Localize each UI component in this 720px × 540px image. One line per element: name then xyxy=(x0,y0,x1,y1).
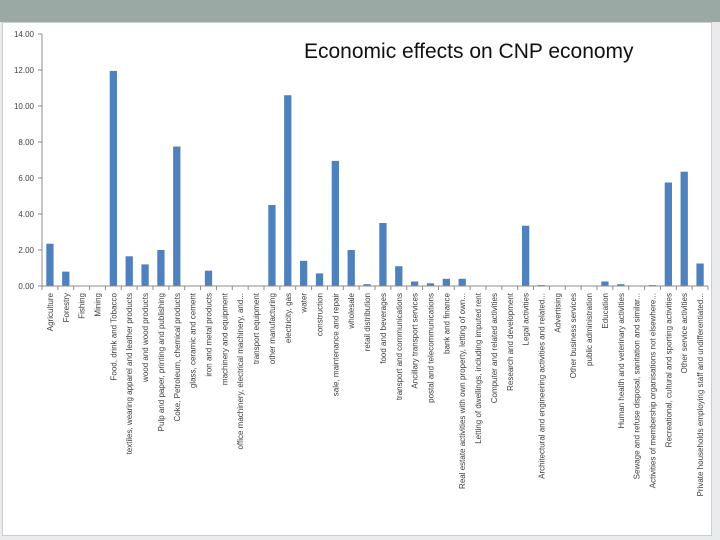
x-tick-label: transport and communications xyxy=(395,293,404,400)
x-tick-label: Recreational, cultural and sporting acti… xyxy=(664,293,673,447)
x-tick-label: machinery and equipment xyxy=(220,292,229,385)
x-tick-label: postal and telecommunications xyxy=(427,293,436,403)
y-tick-label: 12.00 xyxy=(14,66,35,75)
x-tick-label: Human health and veterinary activities xyxy=(617,293,626,429)
x-axis: Agriculture Forestry Fishing Mining Food, dr… xyxy=(41,285,709,496)
x-tick-label: glass, ceramic and cement xyxy=(189,292,198,388)
bar xyxy=(268,205,276,286)
bar xyxy=(696,263,704,286)
x-tick-label: Sewage and refuse disposal, sanitation a… xyxy=(633,293,642,479)
x-tick-label: construction xyxy=(316,293,325,336)
x-tick-label: food and beverages xyxy=(379,293,388,364)
x-tick-label: textiles, wearing apparel and leather pr… xyxy=(125,293,134,454)
x-tick-label: Education xyxy=(601,293,610,329)
x-tick-label: Mining xyxy=(94,293,103,317)
x-tick-label: water xyxy=(300,293,309,314)
y-tick-label: 4.00 xyxy=(18,210,34,219)
x-tick-label: Coke, Petroleum, chemical products xyxy=(173,293,182,422)
x-tick-label: Research and development xyxy=(506,292,515,391)
bar xyxy=(680,171,688,286)
chart-title: Economic effects on CNP economy xyxy=(304,40,634,63)
x-tick-label: Advertising xyxy=(553,293,562,333)
bar xyxy=(347,250,355,286)
y-tick-label: 10.00 xyxy=(14,102,35,111)
bar-series xyxy=(46,70,704,287)
y-tick-label: 14.00 xyxy=(14,30,35,39)
y-tick-label: 0.00 xyxy=(18,282,34,291)
bar xyxy=(173,146,181,286)
x-tick-label: Computer and related activities xyxy=(490,293,499,403)
bar xyxy=(458,278,466,286)
bar xyxy=(284,95,292,286)
x-tick-label: retail distribution xyxy=(363,293,372,351)
bar xyxy=(664,182,673,286)
bar xyxy=(601,281,609,286)
x-tick-label: Architectural and engineering activities… xyxy=(538,293,547,479)
bar xyxy=(395,266,403,286)
bar xyxy=(204,270,213,286)
bar xyxy=(426,283,435,286)
x-tick-label: Activities of membership organisations n… xyxy=(649,293,658,488)
y-tick-label: 8.00 xyxy=(18,138,34,147)
x-tick-label: transport equipment xyxy=(252,292,261,364)
bar xyxy=(46,243,54,286)
x-tick-label: public administration xyxy=(585,293,594,366)
bar xyxy=(62,271,70,286)
x-tick-label: Other service activities xyxy=(680,293,689,373)
x-tick-label: Letting of dwellings, including imputed … xyxy=(474,292,483,444)
y-tick-label: 6.00 xyxy=(18,174,34,183)
x-tick-label: Other business services xyxy=(569,293,578,378)
y-tick-label: 2.00 xyxy=(18,246,34,255)
chart-panel xyxy=(2,22,712,536)
bar xyxy=(125,256,133,286)
x-tick-label: Real estate activities with own property… xyxy=(458,293,467,489)
bar xyxy=(299,260,308,286)
x-tick-label: Pulp and paper, printing and publishing xyxy=(157,293,166,431)
bar xyxy=(410,281,419,286)
x-tick-label: Legal activities xyxy=(522,293,531,345)
x-tick-label: Food, drink and Tobacco xyxy=(109,292,118,380)
x-tick-label: bank and finance xyxy=(442,292,451,353)
bar xyxy=(109,70,118,287)
x-tick-label: Agriculture xyxy=(46,292,55,331)
slide-top-bar xyxy=(0,0,720,22)
bar xyxy=(363,284,371,286)
x-tick-label: Fishing xyxy=(78,293,87,319)
bar xyxy=(315,273,324,286)
bar xyxy=(331,160,340,286)
bar xyxy=(521,225,530,286)
bar xyxy=(442,278,451,286)
x-tick-label: wholesale xyxy=(347,292,356,329)
x-tick-label: wood and wood products xyxy=(141,293,150,383)
x-tick-label: Ancillary transport services xyxy=(411,293,420,389)
bar xyxy=(141,264,149,286)
x-tick-label: Private households employing staff and u… xyxy=(696,293,705,496)
x-tick-label: other manufacturing xyxy=(268,293,277,364)
bar xyxy=(379,223,387,286)
x-tick-label: sale, maintenance and repair xyxy=(331,293,340,397)
x-tick-label: Forestry xyxy=(62,293,71,322)
y-axis: 0.00 2.00 4.00 6.00 8.00 10.00 12.00 14.00 xyxy=(14,30,43,291)
x-tick-label: electricity, gas xyxy=(284,293,293,343)
x-tick-label: iron and metal products xyxy=(205,293,214,377)
x-tick-label: office machinery, electrical machinery, … xyxy=(236,293,245,450)
bar xyxy=(157,250,165,286)
bar xyxy=(617,284,625,286)
